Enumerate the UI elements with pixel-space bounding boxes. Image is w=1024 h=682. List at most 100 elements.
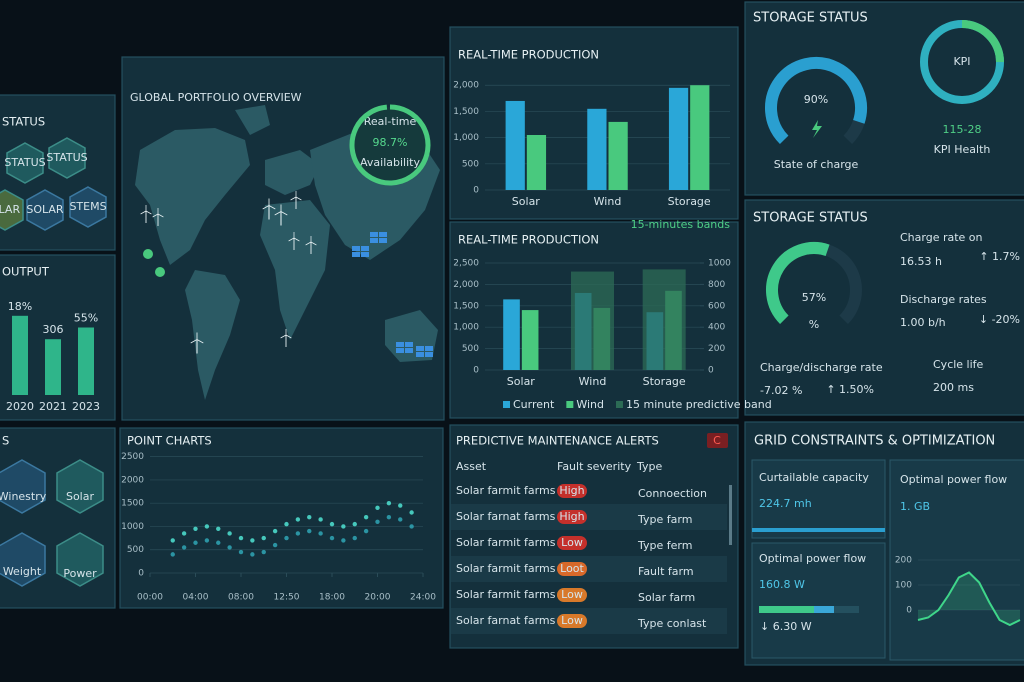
hexagon [56, 532, 104, 587]
gauge-value: 90% [804, 93, 828, 106]
column-header: Fault severity [557, 460, 632, 473]
row-bg [451, 504, 727, 530]
y-tick-label: 1000 [121, 522, 144, 532]
kpi-label: KPI [953, 55, 970, 68]
cell-asset: Solar farmit farms [456, 484, 556, 497]
panel-title: STORAGE STATUS [753, 11, 868, 26]
point [261, 535, 266, 541]
kpi-value: 115-28 [943, 123, 982, 136]
hexagon [26, 189, 64, 231]
point [284, 521, 289, 527]
x-tick-label: Wind [579, 375, 607, 388]
x-tick-label: Storage [643, 375, 686, 388]
y-tick-label: 2,000 [453, 280, 479, 290]
hex-label: STATUS [4, 156, 45, 169]
point [352, 535, 357, 541]
card [751, 459, 886, 539]
hex-label: Solar [66, 490, 95, 503]
x-tick-label: 2020 [6, 400, 34, 413]
y-tick-label: 2,500 [453, 259, 479, 269]
panel [119, 427, 444, 609]
x-tick-label: 04:00 [183, 593, 209, 603]
y-tick-label: 0 [708, 366, 714, 376]
bar [12, 315, 28, 395]
point [170, 538, 175, 543]
panel-title: S [2, 434, 9, 448]
panel-title: GRID CONSTRAINTS & OPTIMIZATION [754, 434, 995, 449]
alert-badge-text: C [713, 434, 721, 447]
y-tick-label: 1500 [121, 499, 144, 509]
point [329, 535, 335, 541]
cell-severity: High [559, 510, 584, 523]
metric-label: Discharge rates [900, 293, 987, 306]
cell-asset: Solar farnat farms [456, 614, 556, 627]
y-tick-label: 0 [138, 569, 144, 579]
panel-title: STATUS [2, 115, 45, 129]
x-tick-label: 12:50 [274, 593, 300, 603]
bar-label: 18% [8, 300, 32, 313]
point [238, 549, 244, 555]
column-header: Asset [456, 460, 487, 473]
card-label: Curtailable capacity [759, 471, 869, 484]
kpi-caption: KPI Health [934, 143, 991, 156]
point [216, 526, 221, 531]
point [216, 540, 221, 545]
panel-title: REAL-TIME PRODUCTION [458, 233, 599, 247]
point [261, 549, 266, 555]
x-tick-label: Solar [507, 375, 536, 388]
gauge-caption: State of charge [774, 158, 859, 171]
point [341, 538, 346, 543]
point [170, 552, 175, 557]
site-icon [143, 249, 153, 259]
point [227, 545, 232, 550]
gauge-arc [766, 242, 830, 324]
y-tick-label: 200 [895, 556, 912, 566]
panel-title: POINT CHARTS [127, 434, 212, 448]
progress-fill [759, 606, 814, 613]
point [398, 503, 403, 508]
point [363, 514, 369, 520]
point [181, 531, 187, 536]
point [295, 531, 301, 536]
y-tick-label: 1000 [708, 259, 731, 269]
bar [503, 299, 520, 370]
point [238, 535, 244, 541]
gauge-value: 57% [802, 291, 826, 304]
scrollbar[interactable] [729, 485, 732, 545]
point [193, 540, 198, 545]
y-tick-label: 500 [462, 344, 479, 354]
bar-label: 55% [74, 312, 98, 325]
bar [587, 108, 607, 190]
cell-severity: Low [561, 614, 583, 627]
cell-type: Type ferm [637, 539, 692, 552]
availability-value: 98.7% [373, 136, 408, 149]
point [250, 538, 255, 543]
cell-severity: High [559, 484, 584, 497]
row-bg [451, 608, 727, 634]
point [329, 521, 335, 527]
y-tick-label: 200 [708, 344, 725, 354]
ring-sublabel: Availability [360, 156, 420, 169]
continent [135, 128, 250, 265]
hexagon [6, 142, 44, 184]
point [227, 531, 232, 536]
gauge-arc [765, 57, 867, 145]
column-header: Type [636, 460, 662, 473]
card [751, 542, 886, 659]
y-tick-label: 2,000 [453, 81, 479, 91]
panel [744, 199, 1024, 416]
point [375, 505, 380, 511]
x-tick-label: 20:00 [365, 593, 391, 603]
point [250, 552, 255, 557]
cell-type: Connoection [638, 487, 707, 500]
point [409, 524, 414, 529]
severity-pill [557, 484, 587, 498]
hex-label: SOLAR [26, 203, 64, 216]
availability-ring-bg [352, 107, 428, 183]
y-tick-label: 400 [708, 323, 725, 333]
point [341, 524, 346, 529]
x-tick-label: 24:00 [410, 593, 436, 603]
point [272, 528, 278, 534]
hexagon [0, 189, 24, 231]
panel-title: OUTPUT [2, 265, 50, 279]
